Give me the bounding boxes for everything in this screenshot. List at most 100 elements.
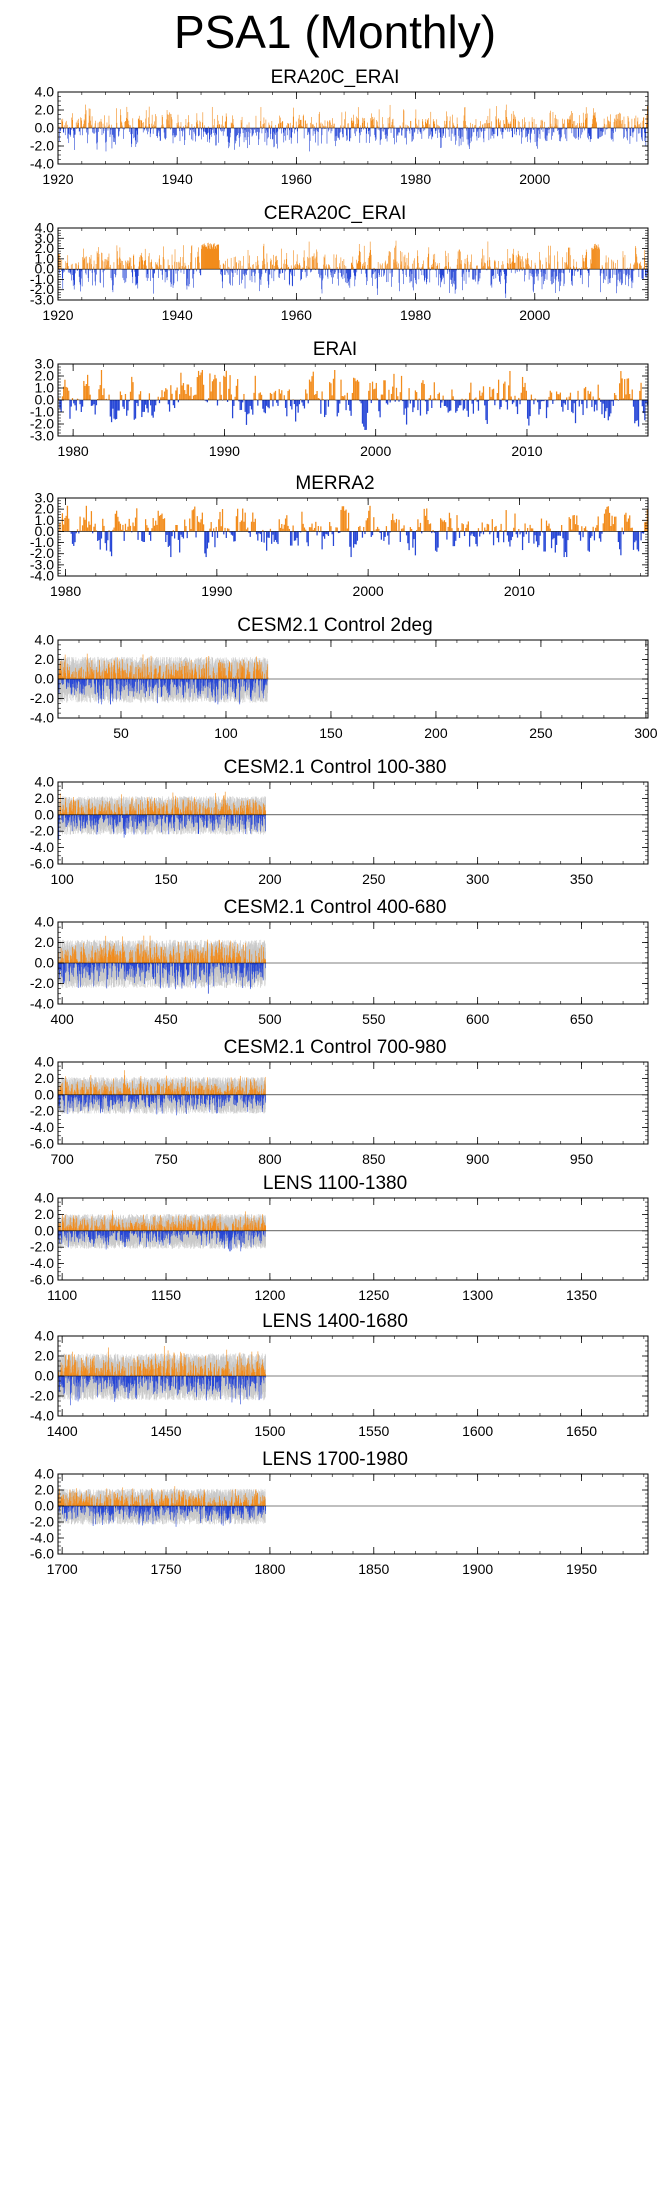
negative-bar bbox=[309, 128, 311, 141]
negative-bar bbox=[446, 269, 448, 270]
positive-bar bbox=[340, 257, 342, 270]
positive-bar bbox=[215, 675, 217, 679]
negative-bar bbox=[189, 269, 190, 285]
negative-bar bbox=[119, 679, 121, 681]
positive-bar bbox=[236, 262, 237, 270]
positive-bar bbox=[255, 115, 257, 128]
negative-bar bbox=[627, 269, 629, 274]
negative-bar bbox=[251, 269, 252, 276]
negative-bar bbox=[308, 128, 310, 135]
negative-bar bbox=[152, 679, 154, 690]
negative-bar bbox=[210, 128, 212, 135]
negative-bar bbox=[354, 531, 356, 545]
negative-bar bbox=[75, 400, 77, 411]
negative-bar bbox=[453, 531, 456, 547]
negative-bar bbox=[276, 531, 278, 543]
negative-bar bbox=[535, 269, 537, 274]
negative-bar bbox=[273, 128, 274, 132]
negative-bar bbox=[164, 128, 166, 139]
negative-bar bbox=[76, 679, 77, 682]
negative-bar bbox=[194, 679, 195, 693]
positive-bar bbox=[635, 125, 636, 128]
positive-bar bbox=[494, 259, 496, 270]
negative-bar bbox=[321, 269, 323, 294]
negative-bar bbox=[252, 679, 254, 687]
negative-bar bbox=[198, 128, 199, 137]
positive-bar bbox=[594, 112, 596, 128]
positive-bar bbox=[637, 121, 638, 128]
negative-bar bbox=[224, 269, 225, 275]
positive-bar bbox=[475, 397, 477, 400]
positive-bar bbox=[402, 528, 404, 532]
negative-bar bbox=[582, 400, 584, 416]
positive-bar bbox=[199, 375, 201, 400]
positive-bar bbox=[132, 127, 134, 128]
negative-bar bbox=[604, 269, 606, 281]
positive-bar bbox=[419, 522, 422, 532]
positive-bar bbox=[191, 673, 192, 679]
positive-bar bbox=[108, 253, 110, 270]
positive-bar bbox=[79, 807, 81, 815]
negative-bar bbox=[334, 269, 335, 274]
positive-bar bbox=[474, 125, 475, 128]
negative-bar bbox=[367, 128, 369, 132]
positive-bar bbox=[625, 512, 627, 532]
positive-bar bbox=[595, 123, 597, 128]
negative-bar bbox=[254, 128, 256, 130]
negative-bar bbox=[516, 269, 518, 272]
positive-bar bbox=[344, 510, 346, 532]
negative-bar bbox=[227, 128, 229, 142]
negative-bar bbox=[78, 128, 80, 132]
negative-bar bbox=[371, 269, 372, 278]
positive-bar bbox=[481, 522, 483, 532]
negative-bar bbox=[335, 128, 337, 137]
positive-bar bbox=[549, 255, 551, 270]
positive-bar bbox=[275, 262, 277, 270]
positive-bar bbox=[243, 678, 244, 679]
negative-bar bbox=[501, 128, 503, 132]
negative-bar bbox=[98, 814, 100, 820]
negative-bar bbox=[370, 531, 372, 537]
negative-bar bbox=[377, 128, 379, 130]
negative-bar bbox=[410, 269, 411, 272]
positive-bar bbox=[374, 530, 376, 532]
positive-bar bbox=[489, 122, 490, 128]
positive-bar bbox=[90, 809, 91, 815]
positive-bar bbox=[108, 125, 109, 128]
positive-bar bbox=[542, 120, 543, 128]
negative-bar bbox=[449, 269, 450, 294]
negative-bar bbox=[99, 814, 101, 817]
positive-bar bbox=[513, 118, 515, 128]
positive-bar bbox=[132, 118, 134, 128]
negative-bar bbox=[466, 128, 467, 131]
negative-bar bbox=[516, 269, 517, 271]
negative-bar bbox=[229, 269, 230, 284]
negative-bar bbox=[231, 269, 232, 272]
negative-bar bbox=[147, 128, 148, 135]
negative-bar bbox=[440, 269, 442, 288]
negative-bar bbox=[94, 269, 96, 282]
positive-bar bbox=[393, 259, 394, 270]
positive-bar bbox=[103, 525, 105, 532]
negative-bar bbox=[441, 269, 442, 283]
y-tick-label: -2.0 bbox=[30, 545, 54, 561]
negative-bar bbox=[82, 128, 83, 136]
negative-bar bbox=[174, 679, 176, 685]
negative-bar bbox=[530, 128, 532, 132]
negative-bar bbox=[104, 531, 106, 544]
negative-bar bbox=[609, 269, 610, 283]
positive-bar bbox=[132, 522, 134, 532]
positive-bar bbox=[97, 398, 99, 400]
negative-bar bbox=[627, 128, 628, 141]
positive-bar bbox=[98, 253, 100, 270]
positive-bar bbox=[64, 517, 66, 532]
positive-bar bbox=[107, 261, 108, 270]
negative-bar bbox=[231, 269, 233, 273]
negative-bar bbox=[268, 400, 270, 409]
negative-bar bbox=[587, 128, 589, 134]
negative-bar bbox=[317, 128, 319, 146]
negative-bar bbox=[339, 400, 341, 404]
negative-bar bbox=[475, 269, 476, 282]
positive-bar bbox=[301, 267, 303, 270]
positive-bar bbox=[94, 808, 95, 815]
